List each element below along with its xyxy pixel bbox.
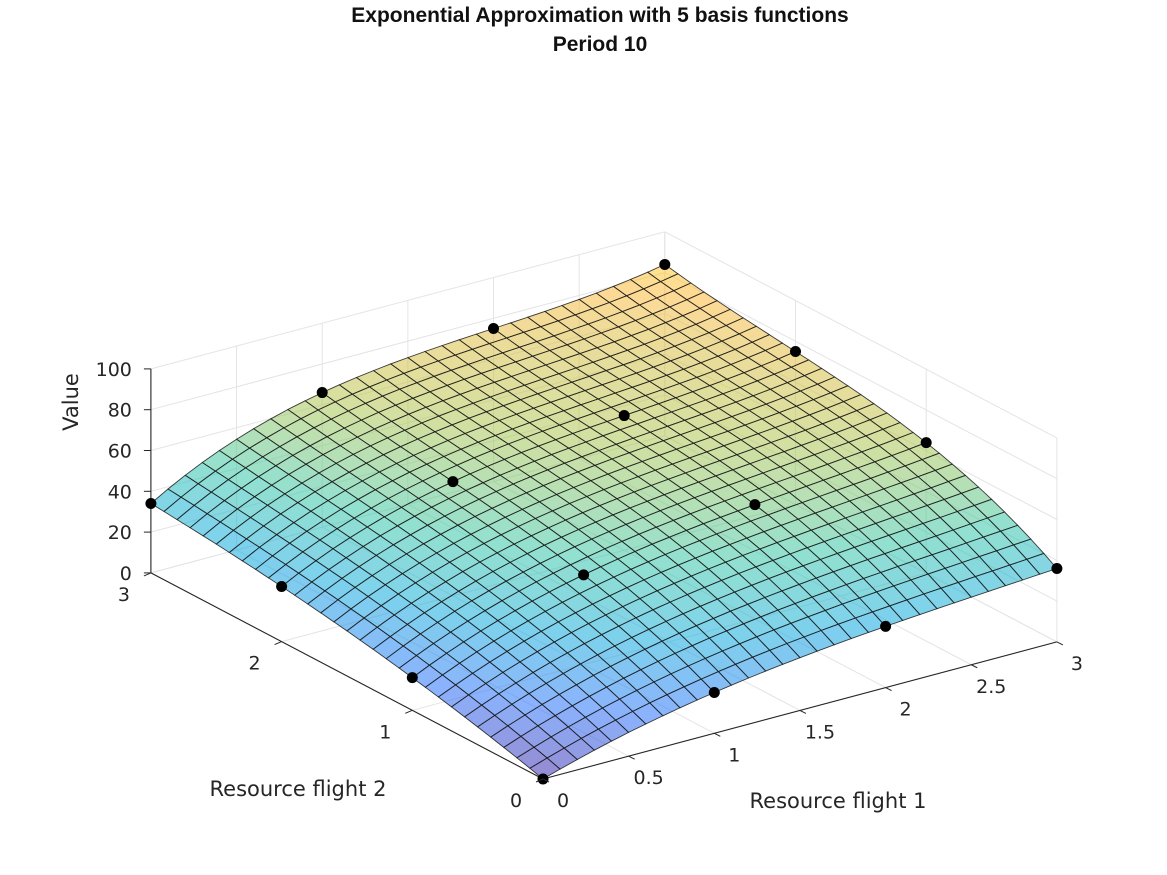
y-tick (535, 778, 544, 783)
data-point (1051, 562, 1063, 574)
x-tick (542, 778, 550, 783)
x-tick (628, 755, 635, 760)
data-point (316, 387, 328, 399)
grid-line (664, 272, 1058, 480)
z-tick-label: 20 (108, 522, 132, 544)
data-points (145, 258, 1063, 785)
chart-title: Exponential Approximation with 5 basis f… (351, 4, 849, 27)
x-tick-label: 2 (900, 699, 912, 721)
y-axis-label: Resource flight 2 (210, 777, 387, 801)
x-tick (799, 710, 807, 714)
y-tick-label: 0 (510, 790, 522, 812)
x-tick-label: 1 (728, 744, 740, 766)
surface-mesh (150, 263, 1058, 780)
grid-line (150, 272, 665, 411)
grid-line (150, 231, 665, 370)
chart-subtitle: Period 10 (552, 33, 648, 56)
data-point (406, 672, 418, 684)
z-tick-label: 80 (108, 400, 132, 422)
data-point (708, 687, 720, 698)
data-point (578, 569, 590, 581)
y-tick-label: 2 (249, 653, 261, 675)
y-tick-label: 1 (379, 721, 391, 743)
z-tick-label: 100 (96, 359, 132, 381)
data-point (488, 323, 499, 334)
y-axis-line (150, 572, 544, 780)
surface-cell (529, 757, 561, 780)
y-tick-label: 3 (118, 584, 130, 606)
grid-line (664, 231, 1058, 439)
x-axis-label: Resource flight 1 (750, 789, 927, 813)
data-point (880, 620, 892, 632)
x-tick-label: 3 (1071, 653, 1083, 675)
x-tick-label: 0 (557, 790, 569, 812)
data-point (790, 346, 801, 357)
x-tick (971, 664, 978, 669)
data-point (920, 437, 932, 449)
z-tick-label: 0 (120, 563, 132, 585)
data-point (276, 581, 288, 593)
data-point (618, 410, 630, 422)
data-point (145, 498, 157, 510)
data-point (749, 499, 761, 511)
z-axis-label: Value (59, 373, 83, 431)
x-tick-label: 0.5 (634, 767, 664, 789)
x-tick (714, 732, 721, 737)
y-tick (274, 641, 282, 646)
z-tick-label: 60 (108, 441, 132, 463)
x-tick-label: 1.5 (805, 721, 835, 743)
data-point (447, 476, 459, 488)
x-tick-label: 2.5 (976, 676, 1006, 698)
y-tick (405, 709, 413, 714)
z-tick-label: 40 (108, 481, 132, 503)
data-point (659, 258, 671, 270)
x-tick (1056, 641, 1064, 646)
x-tick (885, 687, 892, 692)
